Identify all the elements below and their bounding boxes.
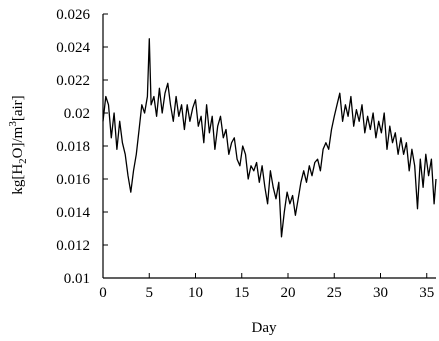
y-axis-title-sub-1: 2 <box>17 158 29 164</box>
x-tick-label: 5 <box>146 285 154 301</box>
y-tick-label: 0.016 <box>56 172 90 188</box>
y-axis-title-part-1: kg[H <box>10 164 26 195</box>
x-tick-label: 30 <box>373 285 388 301</box>
x-tick-label: 10 <box>188 285 203 301</box>
y-axis-title-part-3: [air] <box>10 95 26 121</box>
x-axis-ticks: 0 5 10 15 20 25 30 35 <box>99 273 434 301</box>
y-tick-label: 0.018 <box>56 139 90 155</box>
y-tick-label: 0.014 <box>56 205 90 221</box>
y-axis-title: kg[H2O]/m3[air] <box>7 95 29 194</box>
y-tick-label: 0.02 <box>64 106 90 122</box>
y-tick-label: 0.024 <box>56 40 90 56</box>
y-tick-label: 0.012 <box>56 238 90 254</box>
y-tick-label: 0.026 <box>56 7 90 23</box>
x-tick-label: 0 <box>99 285 107 301</box>
y-tick-label: 0.022 <box>56 73 90 89</box>
plot-area <box>102 14 437 279</box>
x-tick-label: 20 <box>281 285 296 301</box>
y-tick-label: 0.01 <box>64 271 90 287</box>
x-tick-label: 15 <box>234 285 249 301</box>
x-axis-title: Day <box>252 320 277 336</box>
y-axis-title-part-2: O]/m <box>10 126 26 158</box>
series-line-1 <box>102 38 437 238</box>
x-tick-label: 25 <box>327 285 342 301</box>
y-axis-title-sup-1: 3 <box>7 121 19 127</box>
x-tick-label: 35 <box>419 285 434 301</box>
y-axis-ticks: 0.01 0.012 0.014 0.016 0.018 0.02 0.022 0.024 0.… <box>56 7 108 287</box>
